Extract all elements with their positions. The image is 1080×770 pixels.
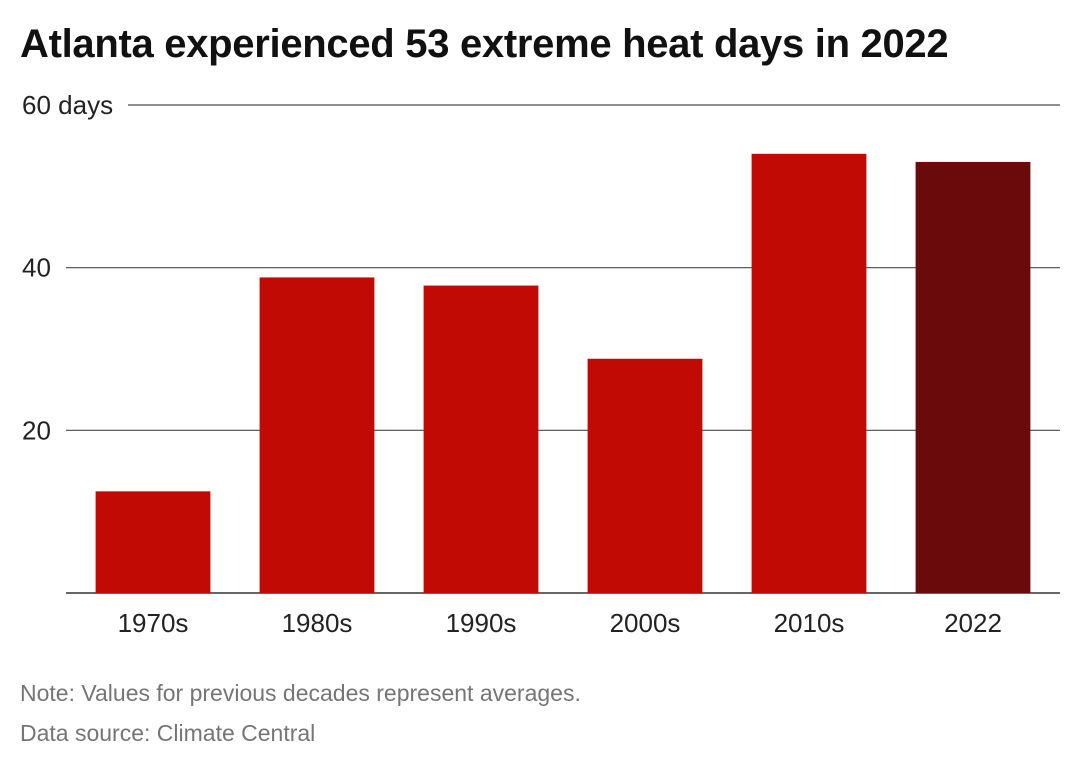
y-tick-label: 60 days xyxy=(22,90,113,120)
bar-chart: 1970s 1980s 1990s 2000s 2010s 2022 20 40 60 day… xyxy=(22,90,1060,638)
bar-1970s xyxy=(95,491,211,593)
bar-1980s xyxy=(259,277,375,593)
y-tick-label: 40 xyxy=(22,253,51,283)
y-axis-labels: 20 40 60 days xyxy=(22,90,113,445)
x-tick-label: 2010s xyxy=(774,608,845,638)
bar-1990s xyxy=(423,285,539,593)
bars xyxy=(95,153,1031,594)
gridlines xyxy=(66,104,1060,594)
bar-2000s xyxy=(587,358,703,593)
x-axis-labels: 1970s 1980s 1990s 2000s 2010s 2022 xyxy=(118,608,1002,638)
x-tick-label: 1970s xyxy=(118,608,189,638)
chart-title: Atlanta experienced 53 extreme heat days… xyxy=(20,22,949,66)
x-tick-label: 1980s xyxy=(282,608,353,638)
chart-note: Note: Values for previous decades repres… xyxy=(20,680,581,706)
bar-2022 xyxy=(915,161,1031,593)
x-tick-label: 2022 xyxy=(944,608,1002,638)
data-source: Data source: Climate Central xyxy=(20,720,316,746)
x-tick-label: 2000s xyxy=(610,608,681,638)
bar-2010s xyxy=(751,153,867,594)
x-tick-label: 1990s xyxy=(446,608,517,638)
y-tick-label: 20 xyxy=(22,415,51,445)
